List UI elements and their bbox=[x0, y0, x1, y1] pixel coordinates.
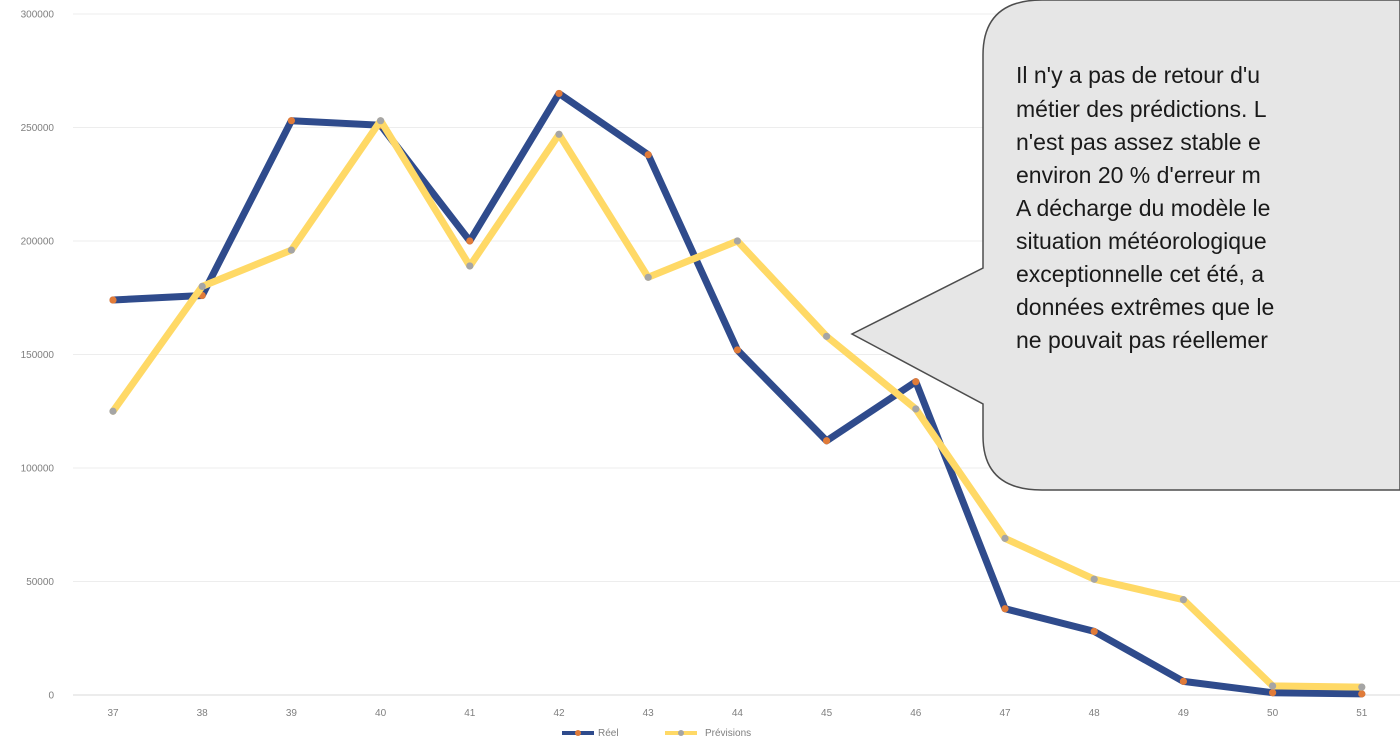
data-point bbox=[555, 130, 563, 138]
callout-line: ne pouvait pas réellemer bbox=[1016, 327, 1268, 353]
legend-label: Réel bbox=[598, 728, 619, 739]
y-axis-ticks: 0 50000 100000 150000 200000 250000 300000 bbox=[21, 10, 55, 702]
x-tick-label: 39 bbox=[286, 708, 298, 719]
callout-line: n'est pas assez stable e bbox=[1016, 129, 1261, 155]
legend-item: Réel bbox=[562, 728, 619, 739]
x-tick-label: 42 bbox=[553, 708, 565, 719]
data-point bbox=[109, 407, 117, 415]
data-point bbox=[287, 117, 295, 125]
callout-line: A décharge du modèle le bbox=[1016, 195, 1270, 221]
data-point bbox=[555, 89, 563, 98]
series-previsions bbox=[109, 117, 1366, 691]
callout-line: situation météorologique bbox=[1016, 228, 1267, 254]
legend-swatch-marker bbox=[678, 730, 684, 736]
y-tick-label: 0 bbox=[48, 691, 54, 702]
x-tick-label: 44 bbox=[732, 708, 744, 719]
x-tick-label: 40 bbox=[375, 708, 387, 719]
x-tick-label: 49 bbox=[1178, 708, 1190, 719]
data-point bbox=[644, 273, 652, 281]
data-point bbox=[1001, 605, 1009, 613]
data-point bbox=[733, 346, 742, 354]
callout-line: exceptionnelle cet été, a bbox=[1016, 261, 1264, 287]
legend-swatch-marker bbox=[575, 730, 581, 736]
y-tick-label: 150000 bbox=[21, 350, 55, 361]
legend-label: Prévisions bbox=[705, 728, 751, 739]
data-point bbox=[377, 117, 385, 125]
data-point bbox=[644, 151, 652, 159]
data-point bbox=[1001, 534, 1009, 542]
data-point bbox=[1269, 689, 1277, 697]
x-axis-ticks: 37 38 39 40 41 42 43 44 45 46 47 48 49 50 51 bbox=[107, 708, 1367, 719]
data-point bbox=[1090, 627, 1098, 636]
x-tick-label: 47 bbox=[999, 708, 1011, 719]
data-point bbox=[466, 262, 474, 270]
x-tick-label: 41 bbox=[464, 708, 476, 719]
data-point bbox=[1269, 682, 1277, 690]
x-tick-label: 45 bbox=[821, 708, 833, 719]
data-point bbox=[287, 246, 295, 254]
y-tick-label: 300000 bbox=[21, 10, 55, 21]
data-point bbox=[1090, 575, 1098, 583]
data-point bbox=[912, 378, 920, 386]
callout-shape bbox=[850, 0, 1400, 491]
data-point bbox=[198, 282, 206, 290]
y-tick-label: 50000 bbox=[26, 577, 54, 588]
data-point bbox=[1358, 683, 1366, 691]
data-point bbox=[1179, 677, 1187, 685]
x-tick-label: 38 bbox=[197, 708, 209, 719]
y-tick-label: 100000 bbox=[21, 464, 55, 475]
series-layer bbox=[109, 89, 1366, 698]
data-point bbox=[109, 296, 117, 304]
speech-bubble-callout: Il n'y a pas de retour d'u métier des pré… bbox=[850, 0, 1400, 491]
legend: Réel Prévisions bbox=[562, 728, 751, 739]
data-point bbox=[912, 405, 920, 413]
x-tick-label: 43 bbox=[643, 708, 655, 719]
y-tick-label: 250000 bbox=[21, 123, 55, 134]
callout-line: métier des prédictions. L bbox=[1016, 96, 1267, 122]
data-point bbox=[1179, 596, 1187, 604]
x-tick-label: 48 bbox=[1089, 708, 1101, 719]
data-point bbox=[466, 237, 474, 245]
x-tick-label: 37 bbox=[107, 708, 119, 719]
legend-item: Prévisions bbox=[665, 728, 751, 739]
callout-line: données extrêmes que le bbox=[1016, 294, 1274, 320]
x-tick-label: 51 bbox=[1356, 708, 1368, 719]
y-tick-label: 200000 bbox=[21, 237, 55, 248]
data-point bbox=[1358, 690, 1366, 698]
data-point bbox=[733, 237, 742, 245]
data-point bbox=[823, 332, 831, 340]
callout-line: Il n'y a pas de retour d'u bbox=[1016, 62, 1260, 88]
x-tick-label: 46 bbox=[910, 708, 922, 719]
callout-line: environ 20 % d'erreur m bbox=[1016, 162, 1261, 188]
callout-text: Il n'y a pas de retour d'u métier des pré… bbox=[1016, 62, 1274, 353]
data-point bbox=[823, 437, 831, 445]
x-tick-label: 50 bbox=[1267, 708, 1279, 719]
